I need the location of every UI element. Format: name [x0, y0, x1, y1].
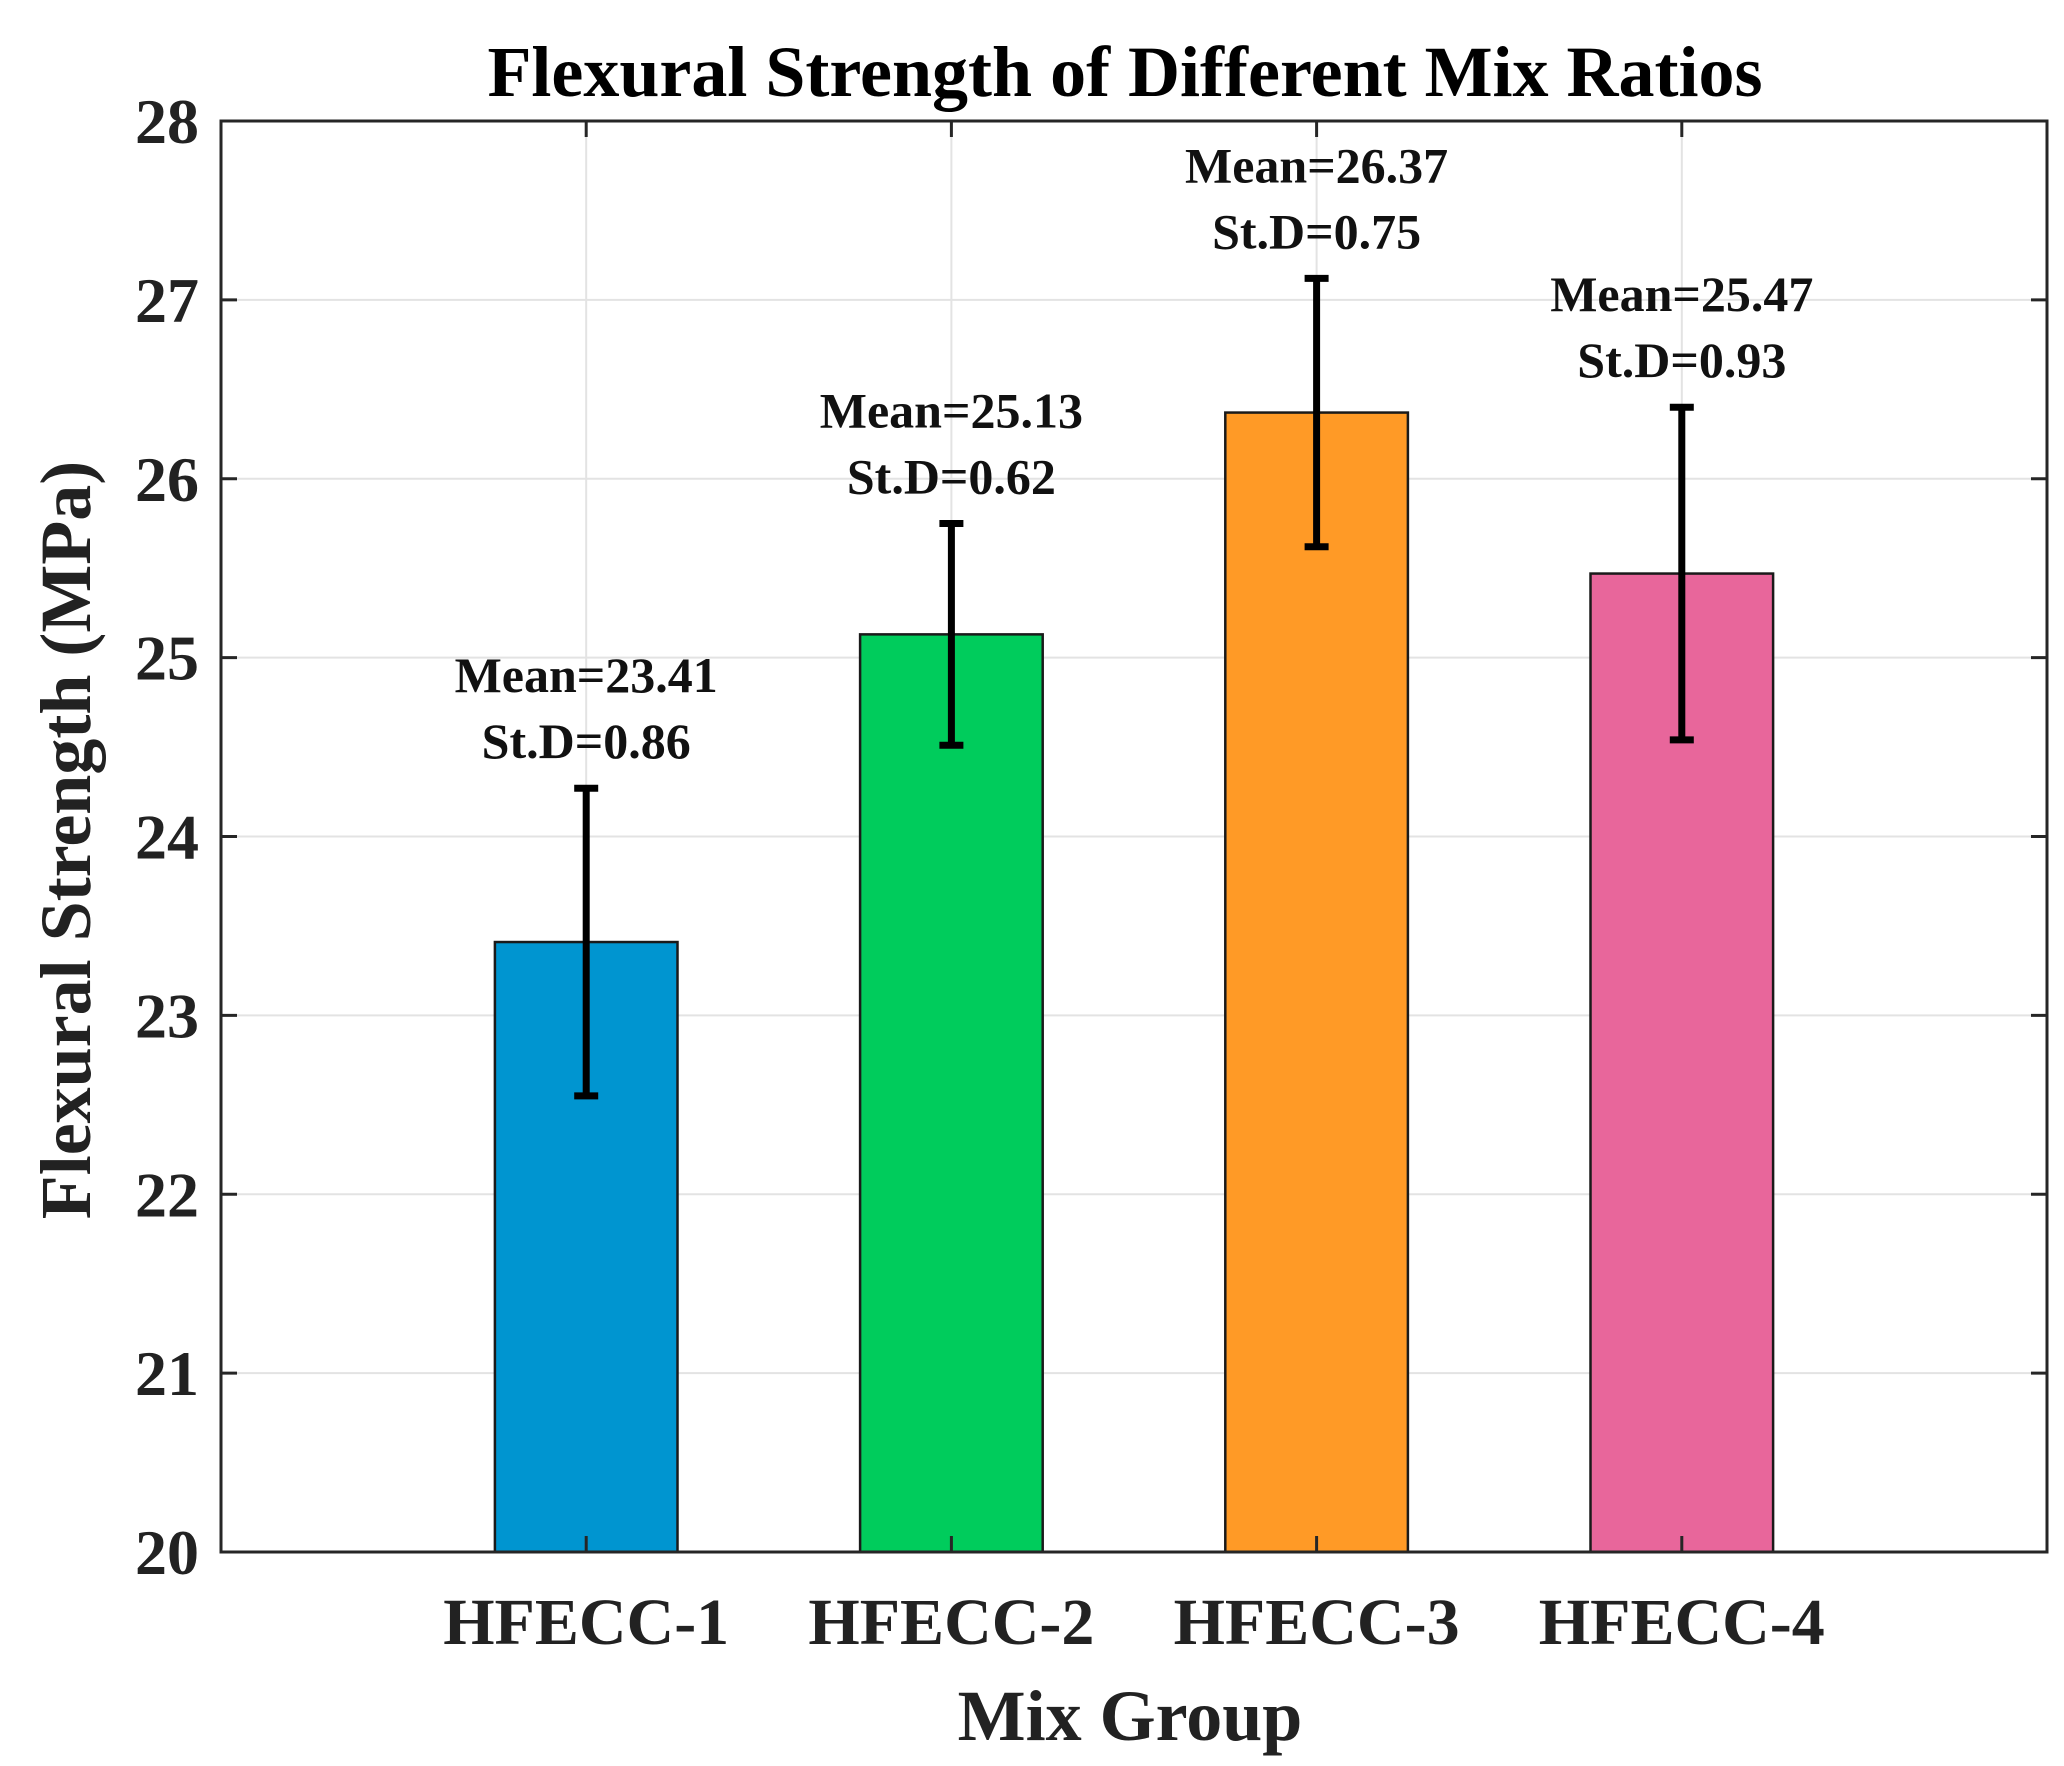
std-annotation: St.D=0.62: [847, 448, 1056, 504]
y-tick-label: 24: [135, 802, 199, 873]
labels-layer: 20 21 22 23 24 25 26 27 28 HFECC-1 Mean=23.41 St.D=…: [135, 86, 1825, 1659]
x-tick-label: HFECC-2: [808, 1586, 1094, 1659]
mean-annotation: Mean=25.47: [1550, 266, 1813, 322]
y-tick-label: 27: [135, 265, 199, 336]
bar-hfecc-2: [858, 633, 1044, 1554]
y-tick-label: 23: [135, 980, 199, 1051]
chart-title: Flexural Strength of Different Mix Ratio…: [487, 32, 1762, 112]
y-axis-label: Flexural Strength (MPa): [26, 461, 106, 1220]
y-tick-label: 20: [135, 1517, 199, 1588]
mean-annotation: Mean=26.37: [1185, 137, 1448, 193]
x-tick-label: HFECC-1: [443, 1586, 729, 1659]
ticks-layer: [221, 119, 2047, 1554]
error-bars-layer: [574, 274, 1694, 1100]
y-tick-label: 28: [135, 86, 199, 157]
y-tick-label: 25: [135, 623, 199, 694]
x-axis-label: Mix Group: [958, 1676, 1303, 1756]
x-tick-label: HFECC-4: [1539, 1586, 1825, 1659]
std-annotation: St.D=0.86: [482, 713, 691, 769]
mean-annotation: Mean=23.41: [455, 647, 718, 703]
bars-layer: [493, 411, 1775, 1554]
y-tick-label: 21: [135, 1338, 199, 1409]
x-tick-label: HFECC-3: [1174, 1586, 1460, 1659]
y-tick-label: 22: [135, 1159, 199, 1230]
std-annotation: St.D=0.75: [1212, 203, 1421, 259]
y-tick-label: 26: [135, 444, 199, 515]
std-annotation: St.D=0.93: [1577, 332, 1786, 388]
bar-hfecc-3: [1224, 411, 1410, 1554]
mean-annotation: Mean=25.13: [820, 382, 1083, 438]
